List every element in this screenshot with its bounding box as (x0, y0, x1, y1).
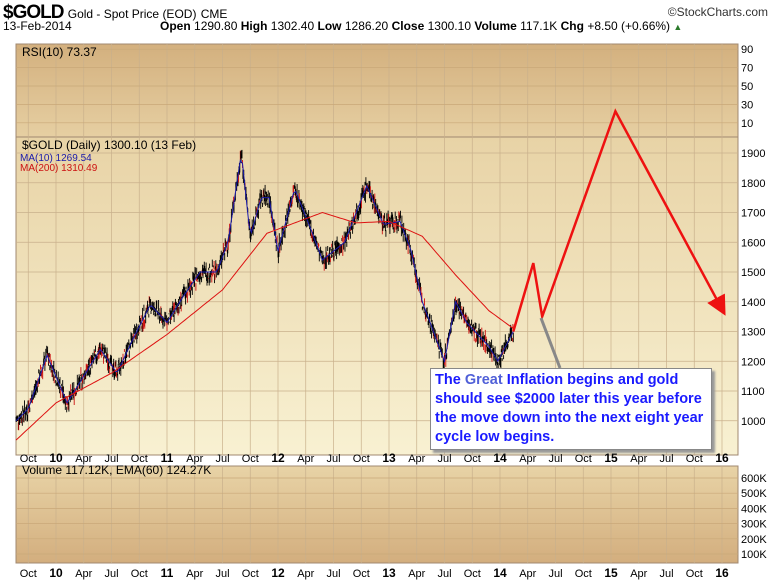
volume-tick-label: 500K (741, 488, 767, 500)
x-axis-label: Jul (215, 453, 229, 465)
x-axis-label: 15 (604, 566, 618, 580)
x-axis-label: Oct (20, 568, 37, 580)
volume-tick-label: 100K (741, 549, 767, 561)
x-axis-label: Oct (353, 453, 370, 465)
x-axis-label: Jul (437, 453, 451, 465)
x-axis-label: 13 (382, 451, 396, 465)
ma10-line (15, 159, 514, 422)
callout-pointer (539, 317, 562, 369)
ma200-line (15, 211, 514, 441)
ma10-legend: MA(10) 1269.54 (20, 153, 92, 164)
x-axis-label: Oct (131, 568, 148, 580)
ma200-legend: MA(200) 1310.49 (20, 163, 98, 174)
x-axis-label: Jul (215, 568, 229, 580)
x-axis-label: Oct (686, 568, 703, 580)
x-axis-label: Apr (519, 568, 536, 580)
rsi-tick-label: 50 (741, 81, 753, 93)
x-axis-label: 11 (161, 566, 174, 580)
price-tick-label: 1900 (741, 148, 765, 160)
price-tick-label: 1000 (741, 416, 765, 428)
chart-date: 13-Feb-2014 (3, 19, 72, 33)
x-axis-label: Jul (326, 453, 340, 465)
x-axis-label: Apr (186, 453, 203, 465)
x-axis-label: Apr (75, 568, 92, 580)
x-axis-label: Oct (464, 453, 481, 465)
x-axis-label: Oct (575, 453, 592, 465)
up-triangle-icon: ▲ (673, 22, 683, 32)
x-axis-label: 15 (604, 451, 618, 465)
rsi-tick-label: 90 (741, 44, 753, 56)
chart-title: $GOLD Gold - Spot Price (EOD) CME (3, 2, 228, 23)
price-tick-label: 1500 (741, 267, 765, 279)
x-axis-label: 12 (271, 566, 285, 580)
x-axis-label: Oct (20, 453, 37, 465)
x-axis-label: Jul (104, 568, 118, 580)
x-axis-label: 13 (382, 566, 396, 580)
x-axis-label: 14 (493, 566, 507, 580)
x-axis-label: 11 (161, 451, 174, 465)
volume-tick-label: 400K (741, 503, 767, 515)
price-legend: $GOLD (Daily) 1300.10 (13 Feb) (22, 138, 196, 152)
x-axis-label: Apr (408, 568, 425, 580)
x-axis-label: Jul (548, 453, 562, 465)
price-tick-label: 1700 (741, 208, 765, 220)
rsi-tick-label: 30 (741, 99, 753, 111)
rsi-tick-label: 10 (741, 118, 753, 130)
x-axis-label: Jul (104, 453, 118, 465)
x-axis-label: Oct (242, 453, 259, 465)
volume-tick-label: 600K (741, 473, 767, 485)
x-axis-label: Apr (297, 568, 314, 580)
x-axis-label: Oct (686, 453, 703, 465)
x-axis-label: Oct (131, 453, 148, 465)
x-axis-label: 14 (493, 451, 507, 465)
price-tick-label: 1200 (741, 356, 765, 368)
ohlc-summary: Open 1290.80 High 1302.40 Low 1286.20 Cl… (160, 19, 683, 33)
x-axis-label: Apr (630, 568, 647, 580)
rsi-legend: RSI(10) 73.37 (22, 45, 97, 59)
x-axis-label: Jul (326, 568, 340, 580)
price-tick-label: 1400 (741, 297, 765, 309)
price-tick-label: 1100 (741, 386, 765, 398)
x-axis-label: Oct (242, 568, 259, 580)
rsi-panel (15, 43, 739, 138)
x-axis-label: Apr (297, 453, 314, 465)
annotation-callout: The Great Inflation begins and gold shou… (430, 368, 712, 450)
x-axis-label: Jul (659, 453, 673, 465)
copyright[interactable]: ©StockCharts.com (667, 5, 768, 19)
price-tick-label: 1600 (741, 237, 765, 249)
x-axis-label: Apr (408, 453, 425, 465)
price-tick-label: 1800 (741, 178, 765, 190)
x-axis-label: Apr (186, 568, 203, 580)
volume-tick-label: 200K (741, 534, 767, 546)
x-axis-label: Oct (575, 568, 592, 580)
x-axis-label: Apr (75, 453, 92, 465)
x-axis-label: 10 (49, 451, 63, 465)
rsi-tick-label: 70 (741, 63, 753, 75)
volume-legend: Volume 117.12K, EMA(60) 124.27K (22, 463, 211, 477)
x-axis-label: Oct (353, 568, 370, 580)
x-axis-label: Jul (548, 568, 562, 580)
volume-panel (15, 465, 739, 564)
x-axis-label: 16 (715, 451, 729, 465)
x-axis-label: 16 (715, 566, 729, 580)
x-axis-label: Apr (519, 453, 536, 465)
x-axis-label: 10 (49, 566, 63, 580)
x-axis-label: Jul (659, 568, 673, 580)
x-axis-label: Oct (464, 568, 481, 580)
x-axis-label: Jul (437, 568, 451, 580)
x-axis-label: Apr (630, 453, 647, 465)
x-axis-label: 12 (271, 451, 285, 465)
volume-tick-label: 300K (741, 519, 767, 531)
projection-arrow-line (512, 108, 726, 332)
price-tick-label: 1300 (741, 327, 765, 339)
